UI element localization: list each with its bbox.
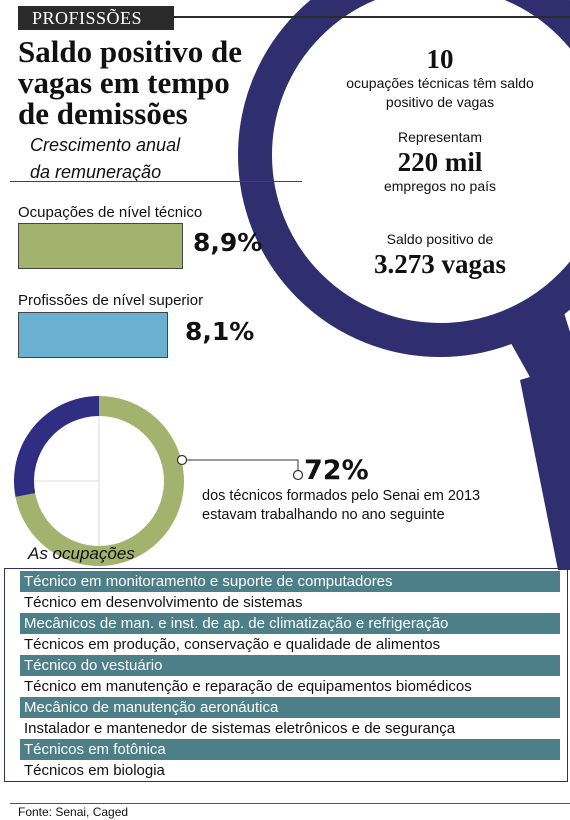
bar-label: Ocupações de nível técnico [18, 204, 203, 221]
highlight-pre: Saldo positivo de [386, 231, 494, 247]
highlight-number: 10 [426, 44, 454, 74]
list-item: Técnico em desenvolvimento de sistemas [20, 592, 560, 613]
tag-rule [174, 16, 570, 18]
list-item: Instalador e mantenedor de sistemas elet… [20, 718, 560, 739]
list-title: As ocupações [28, 544, 135, 563]
headline-line: vagas em tempo [18, 65, 230, 100]
headline: Saldo positivo de vagas em tempo de demi… [18, 36, 308, 129]
donut-annotation: 72% dos técnicos formados pelo Senai em … [190, 455, 550, 525]
occupations-list [4, 568, 568, 782]
highlight-text: positivo de vagas [385, 94, 495, 110]
list-item: Técnico em monitoramento e suporte de co… [20, 571, 560, 592]
description-line: dos técnicos formados pelo Senai em 2013 [202, 488, 481, 504]
donut-callout [176, 454, 304, 481]
section-tag: PROFISSÕES [18, 6, 174, 30]
donut-slice [14, 396, 99, 497]
bar-value-label: 8,1% [185, 317, 255, 346]
bar-technical [18, 223, 183, 269]
highlight-pre: Representam [397, 129, 483, 145]
highlight-jobs: Representam 220 mil empregos no país [310, 128, 570, 196]
list-item: Mecânicos de man. e inst. de ap. de clim… [20, 613, 560, 634]
list-item: Técnicos em biologia [20, 760, 560, 781]
highlight-text: ocupações técnicas têm saldo [346, 75, 534, 91]
magnifier-graphic [238, 0, 570, 570]
bar-higher-education [18, 312, 168, 358]
donut-percentage: 72% [304, 455, 369, 486]
highlight-balance: Saldo positivo de 3.273 vagas [310, 230, 570, 279]
highlight-number: 220 mil [397, 147, 483, 177]
highlight-text: empregos no país [383, 178, 497, 194]
bar-label: Profissões de nível superior [18, 292, 204, 309]
list-item: Técnicos em produção, conservação e qual… [20, 634, 560, 655]
chart-subtitle: Crescimento anual da remuneração [30, 132, 290, 186]
subtitle-line: da remuneração [30, 162, 162, 182]
list-item: Mecânico de manutenção aeronáutica [20, 697, 560, 718]
highlight-number: 3.273 vagas [373, 249, 506, 279]
subtitle-line: Crescimento anual [30, 135, 181, 155]
bar-value-label: 8,9% [193, 228, 263, 257]
divider [10, 181, 302, 182]
donut-chart [14, 396, 184, 566]
source-note: Fonte: Senai, Caged [18, 805, 129, 819]
highlight-occupations: 10 ocupações técnicas têm saldo positivo… [310, 44, 570, 112]
bar-chart: Ocupações de nível técnico 8,9% Profissõ… [0, 0, 570, 380]
list-item: Técnico em manutenção e reparação de equ… [20, 676, 560, 697]
description-line: estavam trabalhando no ano seguinte [202, 507, 445, 523]
list-item: Técnico do vestuário [20, 655, 560, 676]
donut-description: dos técnicos formados pelo Senai em 2013… [190, 487, 550, 525]
headline-line: Saldo positivo de [18, 34, 242, 69]
list-item: Técnicos em fotônica [20, 739, 560, 760]
divider [10, 803, 570, 804]
headline-line: de demissões [18, 96, 188, 131]
magnifier-ring [238, 0, 570, 357]
magnifier-handle [520, 364, 570, 570]
